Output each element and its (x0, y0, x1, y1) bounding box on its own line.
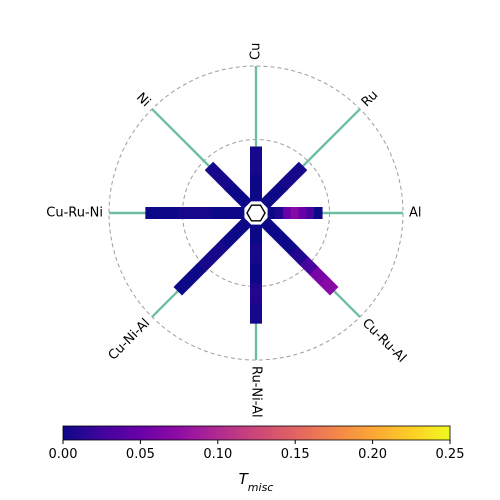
bar-segment-cu-0 (250, 173, 262, 202)
bar-ru (259, 161, 308, 210)
axis-label-cu-ni-al: Cu-Ni-Al (106, 316, 154, 364)
colorbar-tick-label-5: 0.25 (436, 447, 465, 462)
bar-segment-ni-1 (204, 161, 233, 190)
axis-label-cu-ru-al: Cu-Ru-Al (359, 316, 409, 366)
bar-cu (250, 146, 262, 202)
bars (145, 146, 339, 324)
bar-segment-ru-0 (259, 180, 289, 210)
colorbar-tick-label-3: 0.15 (281, 447, 310, 462)
bar-segment-ru-ni-al-1 (250, 244, 262, 265)
bar-segment-ni-0 (223, 180, 253, 210)
bar-segment-cu-ru-ni-1 (178, 207, 212, 219)
bar-segment-cu-ni-al-0 (219, 216, 253, 250)
bar-segment-cu-ru-al-6 (319, 276, 339, 296)
bar-segment-al-2 (283, 207, 292, 219)
axis-label-ru-ni-al: Ru-Ni-Al (249, 366, 264, 418)
axis-label-cu-ru-ni: Cu-Ru-Ni (46, 206, 103, 221)
bar-segment-cu-ru-ni-0 (210, 207, 245, 219)
bar-ni (204, 161, 253, 210)
bar-segment-al-4 (298, 207, 308, 219)
bar-segment-ru-ni-al-0 (250, 224, 262, 246)
bar-segment-al-3 (290, 207, 300, 219)
bar-segment-cu-ni-al-1 (196, 240, 229, 273)
colorbar-tick-label-0: 0.00 (49, 447, 78, 462)
bar-segment-ru-ni-al-2 (250, 263, 262, 285)
bar-segment-cu-ni-al-2 (173, 263, 206, 296)
center-hexagon (246, 204, 266, 222)
colorbar-tick-label-1: 0.05 (126, 447, 155, 462)
colorbar: 0.00 0.05 0.10 0.15 0.20 0.25 Tmisc (49, 425, 465, 494)
bar-segment-al-5 (306, 207, 315, 219)
axis-label-al: Al (409, 206, 422, 221)
axis-label-cu: Cu (249, 43, 264, 60)
axis-label-ru: Ru (359, 88, 381, 110)
axis-label-ni: Ni (133, 90, 153, 110)
bar-segment-al-6 (314, 207, 323, 219)
bar-cu-ru-ni (145, 207, 245, 219)
bar-cu-ni-al (173, 216, 253, 296)
bar-segment-al-0 (267, 207, 277, 219)
bar-al (267, 207, 323, 219)
colorbar-gradient (62, 425, 451, 441)
center-marker (246, 204, 266, 222)
bar-ru-ni-al (250, 224, 262, 324)
colorbar-tick-label-4: 0.20 (358, 447, 387, 462)
colorbar-tick-label-2: 0.10 (203, 447, 232, 462)
colorbar-ticks: 0.00 0.05 0.10 0.15 0.20 0.25 (49, 440, 465, 462)
bar-segment-ru-ni-al-3 (250, 283, 262, 304)
bar-segment-cu-1 (250, 146, 262, 175)
colorbar-label: Tmisc (239, 470, 274, 494)
bar-segment-al-1 (275, 207, 284, 219)
bar-segment-ru-1 (279, 161, 308, 190)
bar-cu-ru-al (259, 216, 339, 296)
bar-segment-ru-ni-al-4 (250, 303, 262, 324)
bar-segment-cu-ru-ni-2 (145, 207, 179, 219)
